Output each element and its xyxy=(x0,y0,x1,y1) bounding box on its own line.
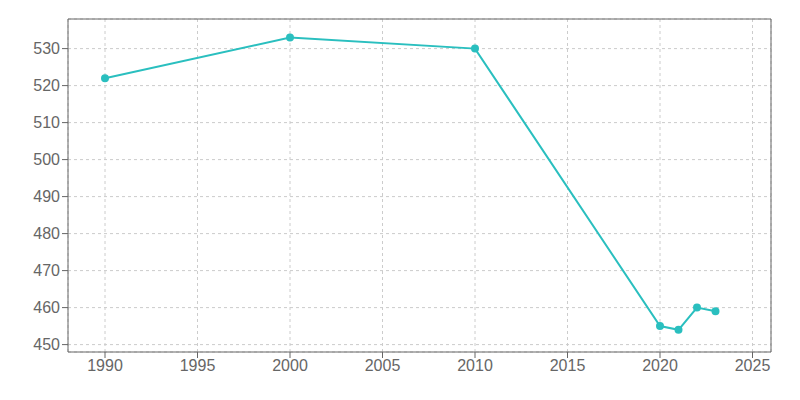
svg-text:1995: 1995 xyxy=(180,357,216,374)
svg-text:450: 450 xyxy=(33,336,60,353)
svg-text:500: 500 xyxy=(33,151,60,168)
svg-text:1990: 1990 xyxy=(87,357,123,374)
svg-text:2010: 2010 xyxy=(457,357,493,374)
svg-text:510: 510 xyxy=(33,114,60,131)
svg-text:2015: 2015 xyxy=(550,357,586,374)
svg-text:490: 490 xyxy=(33,188,60,205)
svg-text:2005: 2005 xyxy=(365,357,401,374)
svg-text:480: 480 xyxy=(33,225,60,242)
svg-text:520: 520 xyxy=(33,77,60,94)
svg-text:530: 530 xyxy=(33,40,60,57)
svg-text:2000: 2000 xyxy=(272,357,308,374)
svg-text:460: 460 xyxy=(33,299,60,316)
svg-text:470: 470 xyxy=(33,262,60,279)
svg-text:2025: 2025 xyxy=(735,357,771,374)
svg-text:2020: 2020 xyxy=(642,357,678,374)
